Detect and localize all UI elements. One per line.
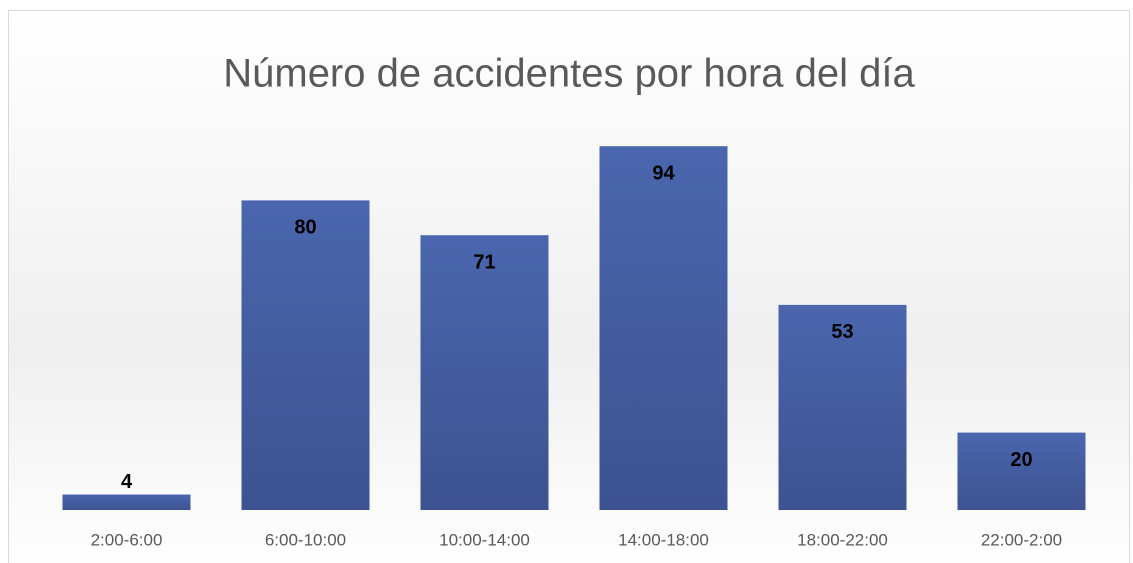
- bar: [778, 304, 907, 510]
- x-tick-label: 18:00-22:00: [797, 530, 888, 549]
- x-tick-label: 14:00-18:00: [618, 530, 709, 549]
- data-label: 80: [294, 217, 316, 239]
- bar: [62, 494, 191, 510]
- chart-title: Número de accidentes por hora del día: [223, 52, 915, 96]
- bar: [241, 200, 370, 510]
- x-tick-label: 10:00-14:00: [439, 530, 530, 549]
- bar: [599, 146, 728, 510]
- x-tick-label: 2:00-6:00: [91, 530, 163, 549]
- data-label: 94: [652, 163, 675, 185]
- data-label: 20: [1010, 449, 1032, 471]
- chart-frame: [8, 10, 1130, 563]
- x-tick-label: 22:00-2:00: [981, 530, 1062, 549]
- x-tick-label: 6:00-10:00: [265, 530, 346, 549]
- data-label: 4: [121, 471, 133, 493]
- bar: [957, 432, 1086, 510]
- bar: [420, 235, 549, 511]
- data-label: 53: [831, 321, 853, 343]
- data-label: 71: [473, 252, 495, 274]
